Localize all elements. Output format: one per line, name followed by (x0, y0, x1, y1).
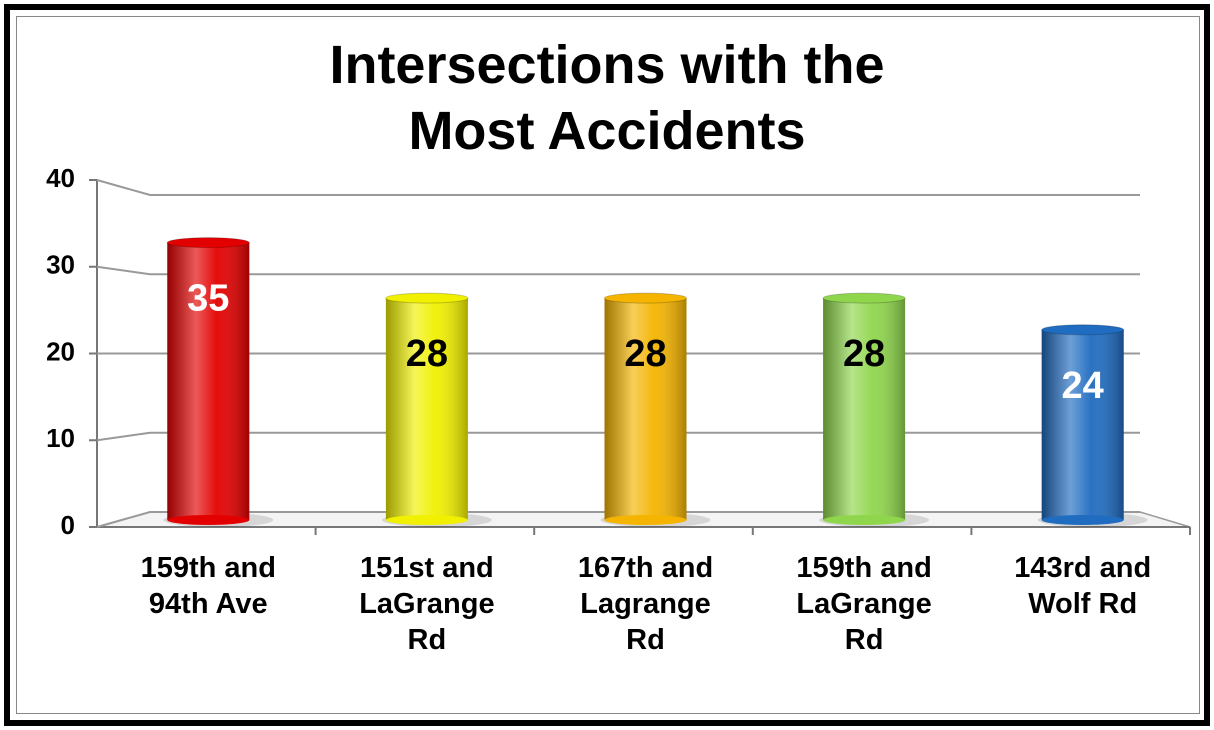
bar-top (604, 292, 687, 304)
bar (381, 292, 492, 527)
bar (819, 292, 930, 527)
grid-line (96, 179, 1140, 196)
bar-bottom (604, 515, 687, 525)
bar (1037, 324, 1148, 527)
bar (163, 237, 274, 527)
grid-line (96, 511, 1140, 528)
bar-top (385, 292, 469, 304)
bar-bottom (385, 515, 468, 525)
value-label: 24 (1062, 365, 1104, 407)
x-tick-label: 159th and 94th Ave (140, 552, 276, 620)
bar-top (822, 292, 906, 304)
frame (4, 4, 1210, 726)
chart-title: Intersections with the Most Accidents (329, 35, 885, 161)
y-tick-label: 30 (46, 250, 75, 280)
grid-line (96, 431, 1140, 442)
bar-shade (823, 298, 906, 520)
bar-shade (1041, 329, 1124, 520)
value-label: 28 (624, 333, 666, 375)
x-tick-label: 143rd and Wolf Rd (1014, 552, 1152, 620)
bar-bottom (823, 515, 906, 525)
inner-frame (16, 16, 1200, 714)
y-tick-label: 40 (46, 163, 75, 193)
bar-shade (604, 298, 687, 520)
x-tick-label: 159th and LaGrange Rd (796, 552, 932, 656)
value-label: 28 (406, 333, 448, 375)
bar-top (166, 237, 250, 249)
bar (600, 292, 711, 527)
bar-shade (385, 298, 468, 520)
y-tick-label: 10 (46, 423, 75, 453)
value-label: 35 (187, 278, 229, 320)
y-tick-label: 0 (61, 510, 75, 540)
bar-bottom (1041, 515, 1124, 525)
bar-shade (167, 242, 250, 520)
x-tick-label: 151st and LaGrange Rd (359, 552, 495, 656)
y-tick-label: 20 (46, 336, 75, 366)
grid-line (96, 265, 1140, 276)
x-tick-label: 167th and Lagrange Rd (577, 552, 714, 656)
bar-top (1041, 324, 1125, 336)
value-label: 28 (843, 333, 885, 375)
bar-bottom (167, 515, 250, 525)
